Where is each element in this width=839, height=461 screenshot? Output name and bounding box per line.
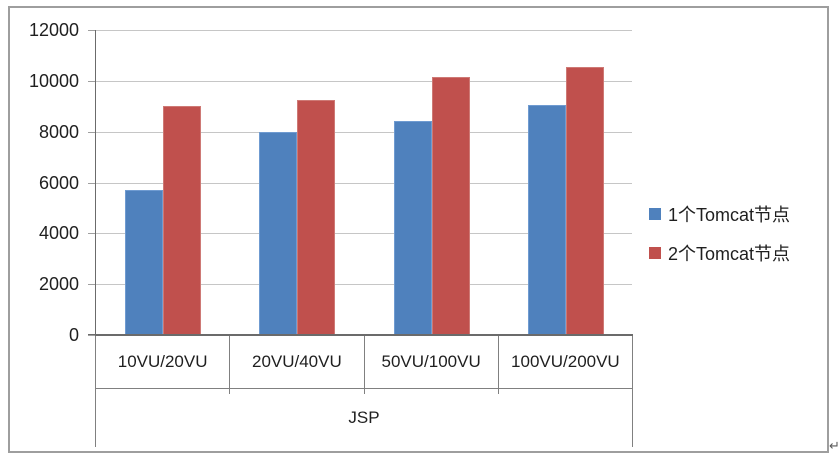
chart-outer-border [8,6,829,453]
y-axis-tick-labels: 0 2000 4000 6000 8000 10000 12000 [0,20,87,345]
category-label-4: 100VU/200VU [499,336,633,388]
bar-series-2 [431,77,470,335]
x-axis-line [88,334,633,336]
bar-series-1 [259,132,298,335]
bar-group-1 [96,30,230,335]
legend-label-1: 1个Tomcat节点 [668,205,791,225]
bar-group-2 [230,30,364,335]
category-label-2: 20VU/40VU [230,336,365,388]
bar-series-2 [565,67,604,335]
y-axis-tick [88,81,95,82]
gridline-6000 [96,183,632,184]
legend-item-2: 2个Tomcat节点 [649,240,790,266]
gridline-10000 [96,81,632,82]
legend-item-1: 1个Tomcat节点 [649,201,790,227]
y-tick-label: 2000 [38,274,79,294]
bar-series-1 [527,105,566,335]
legend: 1个Tomcat节点 2个Tomcat节点 [649,201,790,279]
gridline-12000 [96,30,632,31]
category-boundary-tick [498,388,499,394]
bar-series-1 [393,121,432,335]
y-tick-label: 6000 [38,173,79,193]
legend-label-2: 2个Tomcat节点 [668,244,791,264]
y-tick-label: 8000 [38,122,79,142]
category-boundary-tick [229,388,230,394]
y-tick-label: 4000 [38,223,79,243]
gridline-2000 [96,284,632,285]
category-label-3: 50VU/100VU [365,336,499,388]
bar-series-1 [125,190,164,335]
category-axis-row: 10VU/20VU 20VU/40VU 50VU/100VU 100VU/200VU [95,336,633,388]
y-tick-label: 0 [68,325,79,345]
bar-series-2 [297,100,336,335]
legend-swatch-1 [649,208,661,220]
y-axis-tick [88,30,95,31]
y-axis-tick [88,284,95,285]
bar-group-4 [499,30,633,335]
category-label-1: 10VU/20VU [95,336,231,388]
x-axis-group-label: JSP [348,408,380,427]
gridline-8000 [96,132,632,133]
bar-series-2 [163,106,202,335]
y-tick-label: 10000 [28,71,79,91]
x-axis-group-label-row: JSP [95,389,633,447]
legend-swatch-2 [649,247,661,259]
paragraph-return-mark: ↵ [829,438,839,453]
y-tick-label: 12000 [28,20,79,40]
y-axis-tick [88,183,95,184]
y-axis-tick [88,132,95,133]
y-axis-tick [88,233,95,234]
plot-area [95,30,632,335]
category-boundary-tick [364,388,365,394]
y-axis-tick [88,335,95,336]
bar-group-3 [365,30,499,335]
gridline-4000 [96,233,632,234]
